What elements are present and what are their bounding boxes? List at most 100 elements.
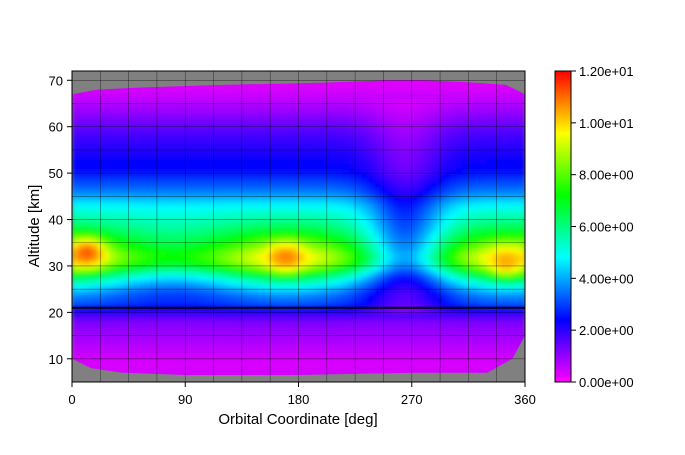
heatmap-cell [506, 242, 514, 248]
heatmap-cell [172, 131, 180, 137]
heatmap-cell [197, 256, 205, 262]
plot-area [71, 70, 526, 383]
heatmap-cell [480, 149, 488, 156]
heatmap-cell [455, 298, 463, 304]
heatmap-cell [487, 312, 495, 318]
heatmap-cell [374, 80, 381, 86]
heatmap-cell [248, 214, 256, 221]
heatmap-cell [518, 261, 525, 267]
heatmap-cell [487, 307, 495, 313]
heatmap-cell [72, 261, 79, 267]
heatmap-cell [392, 159, 400, 165]
heatmap-cell [367, 80, 375, 86]
heatmap-cell [185, 279, 193, 286]
heatmap-cell [499, 284, 507, 290]
heatmap-cell [399, 265, 407, 272]
heatmap-cell [487, 349, 495, 355]
heatmap-cell [191, 191, 199, 197]
heatmap-cell [197, 187, 205, 193]
heatmap-cell [436, 233, 444, 239]
heatmap-cell [392, 279, 400, 286]
heatmap-cell [72, 233, 79, 239]
heatmap-cell [298, 122, 306, 128]
heatmap-cell [512, 247, 520, 253]
heatmap-cell [160, 261, 167, 267]
heatmap-cell [443, 289, 451, 295]
heatmap-cell [436, 224, 444, 230]
heatmap-cell [311, 159, 318, 165]
heatmap-cell [317, 335, 325, 341]
heatmap-cell [285, 349, 293, 355]
heatmap-cell [254, 289, 262, 295]
heatmap-cell [405, 247, 413, 253]
heatmap-cell [84, 242, 92, 248]
heatmap-cell [342, 354, 350, 360]
heatmap-cell [285, 279, 293, 286]
heatmap-cell [430, 354, 438, 360]
heatmap-cell [78, 182, 86, 188]
heatmap-cell [499, 349, 507, 355]
heatmap-cell [361, 200, 369, 207]
heatmap-cell [342, 187, 350, 193]
heatmap-cell [411, 187, 419, 193]
heatmap-cell [241, 358, 249, 365]
heatmap-cell [210, 122, 218, 128]
heatmap-cell [361, 335, 369, 341]
heatmap-cell [367, 275, 375, 281]
heatmap-cell [462, 279, 469, 286]
heatmap-cell [512, 173, 520, 179]
heatmap-cell [405, 293, 413, 300]
heatmap-cell [311, 256, 318, 262]
heatmap-cell [468, 187, 476, 193]
heatmap-cell [160, 293, 167, 300]
heatmap-cell [122, 214, 130, 221]
heatmap-cell [355, 330, 363, 337]
heatmap-cell [128, 284, 136, 290]
heatmap-cell [367, 210, 375, 216]
heatmap-cell [178, 219, 186, 225]
heatmap-cell [273, 140, 281, 146]
heatmap-cell [103, 145, 111, 151]
heatmap-cell [329, 363, 337, 369]
heatmap-cell [304, 298, 312, 304]
heatmap-cell [204, 321, 212, 327]
heatmap-cell [172, 242, 180, 248]
heatmap-cell [260, 210, 268, 216]
heatmap-cell [298, 303, 306, 309]
heatmap-cell [216, 108, 224, 114]
heatmap-cell [323, 205, 331, 211]
heatmap-cell [399, 84, 407, 91]
heatmap-cell [273, 270, 281, 276]
heatmap-cell [109, 289, 117, 295]
heatmap-cell [160, 256, 167, 262]
heatmap-cell [204, 335, 212, 341]
heatmap-cell [462, 112, 469, 119]
heatmap-cell [342, 140, 350, 146]
heatmap-cell [405, 154, 413, 160]
heatmap-cell [411, 242, 419, 248]
heatmap-cell [90, 256, 98, 262]
heatmap-cell [462, 200, 469, 207]
heatmap-cell [235, 228, 243, 235]
heatmap-cell [323, 303, 331, 309]
heatmap-cell [248, 98, 256, 105]
heatmap-cell [311, 149, 318, 156]
heatmap-cell [185, 261, 193, 267]
heatmap-cell [487, 293, 495, 300]
heatmap-cell [499, 210, 507, 216]
heatmap-cell [248, 140, 256, 146]
heatmap-cell [329, 368, 337, 374]
heatmap-cell [518, 233, 525, 239]
heatmap-cell [487, 354, 495, 360]
heatmap-cell [468, 358, 476, 365]
heatmap-cell [374, 145, 381, 151]
heatmap-cell [172, 349, 180, 355]
heatmap-cell [436, 358, 444, 365]
heatmap-cell [116, 368, 123, 374]
heatmap-cell [235, 200, 243, 207]
heatmap-cell [311, 163, 318, 170]
heatmap-cell [430, 173, 438, 179]
heatmap-cell [506, 293, 514, 300]
heatmap-cell [204, 205, 212, 211]
heatmap-cell [424, 196, 432, 202]
